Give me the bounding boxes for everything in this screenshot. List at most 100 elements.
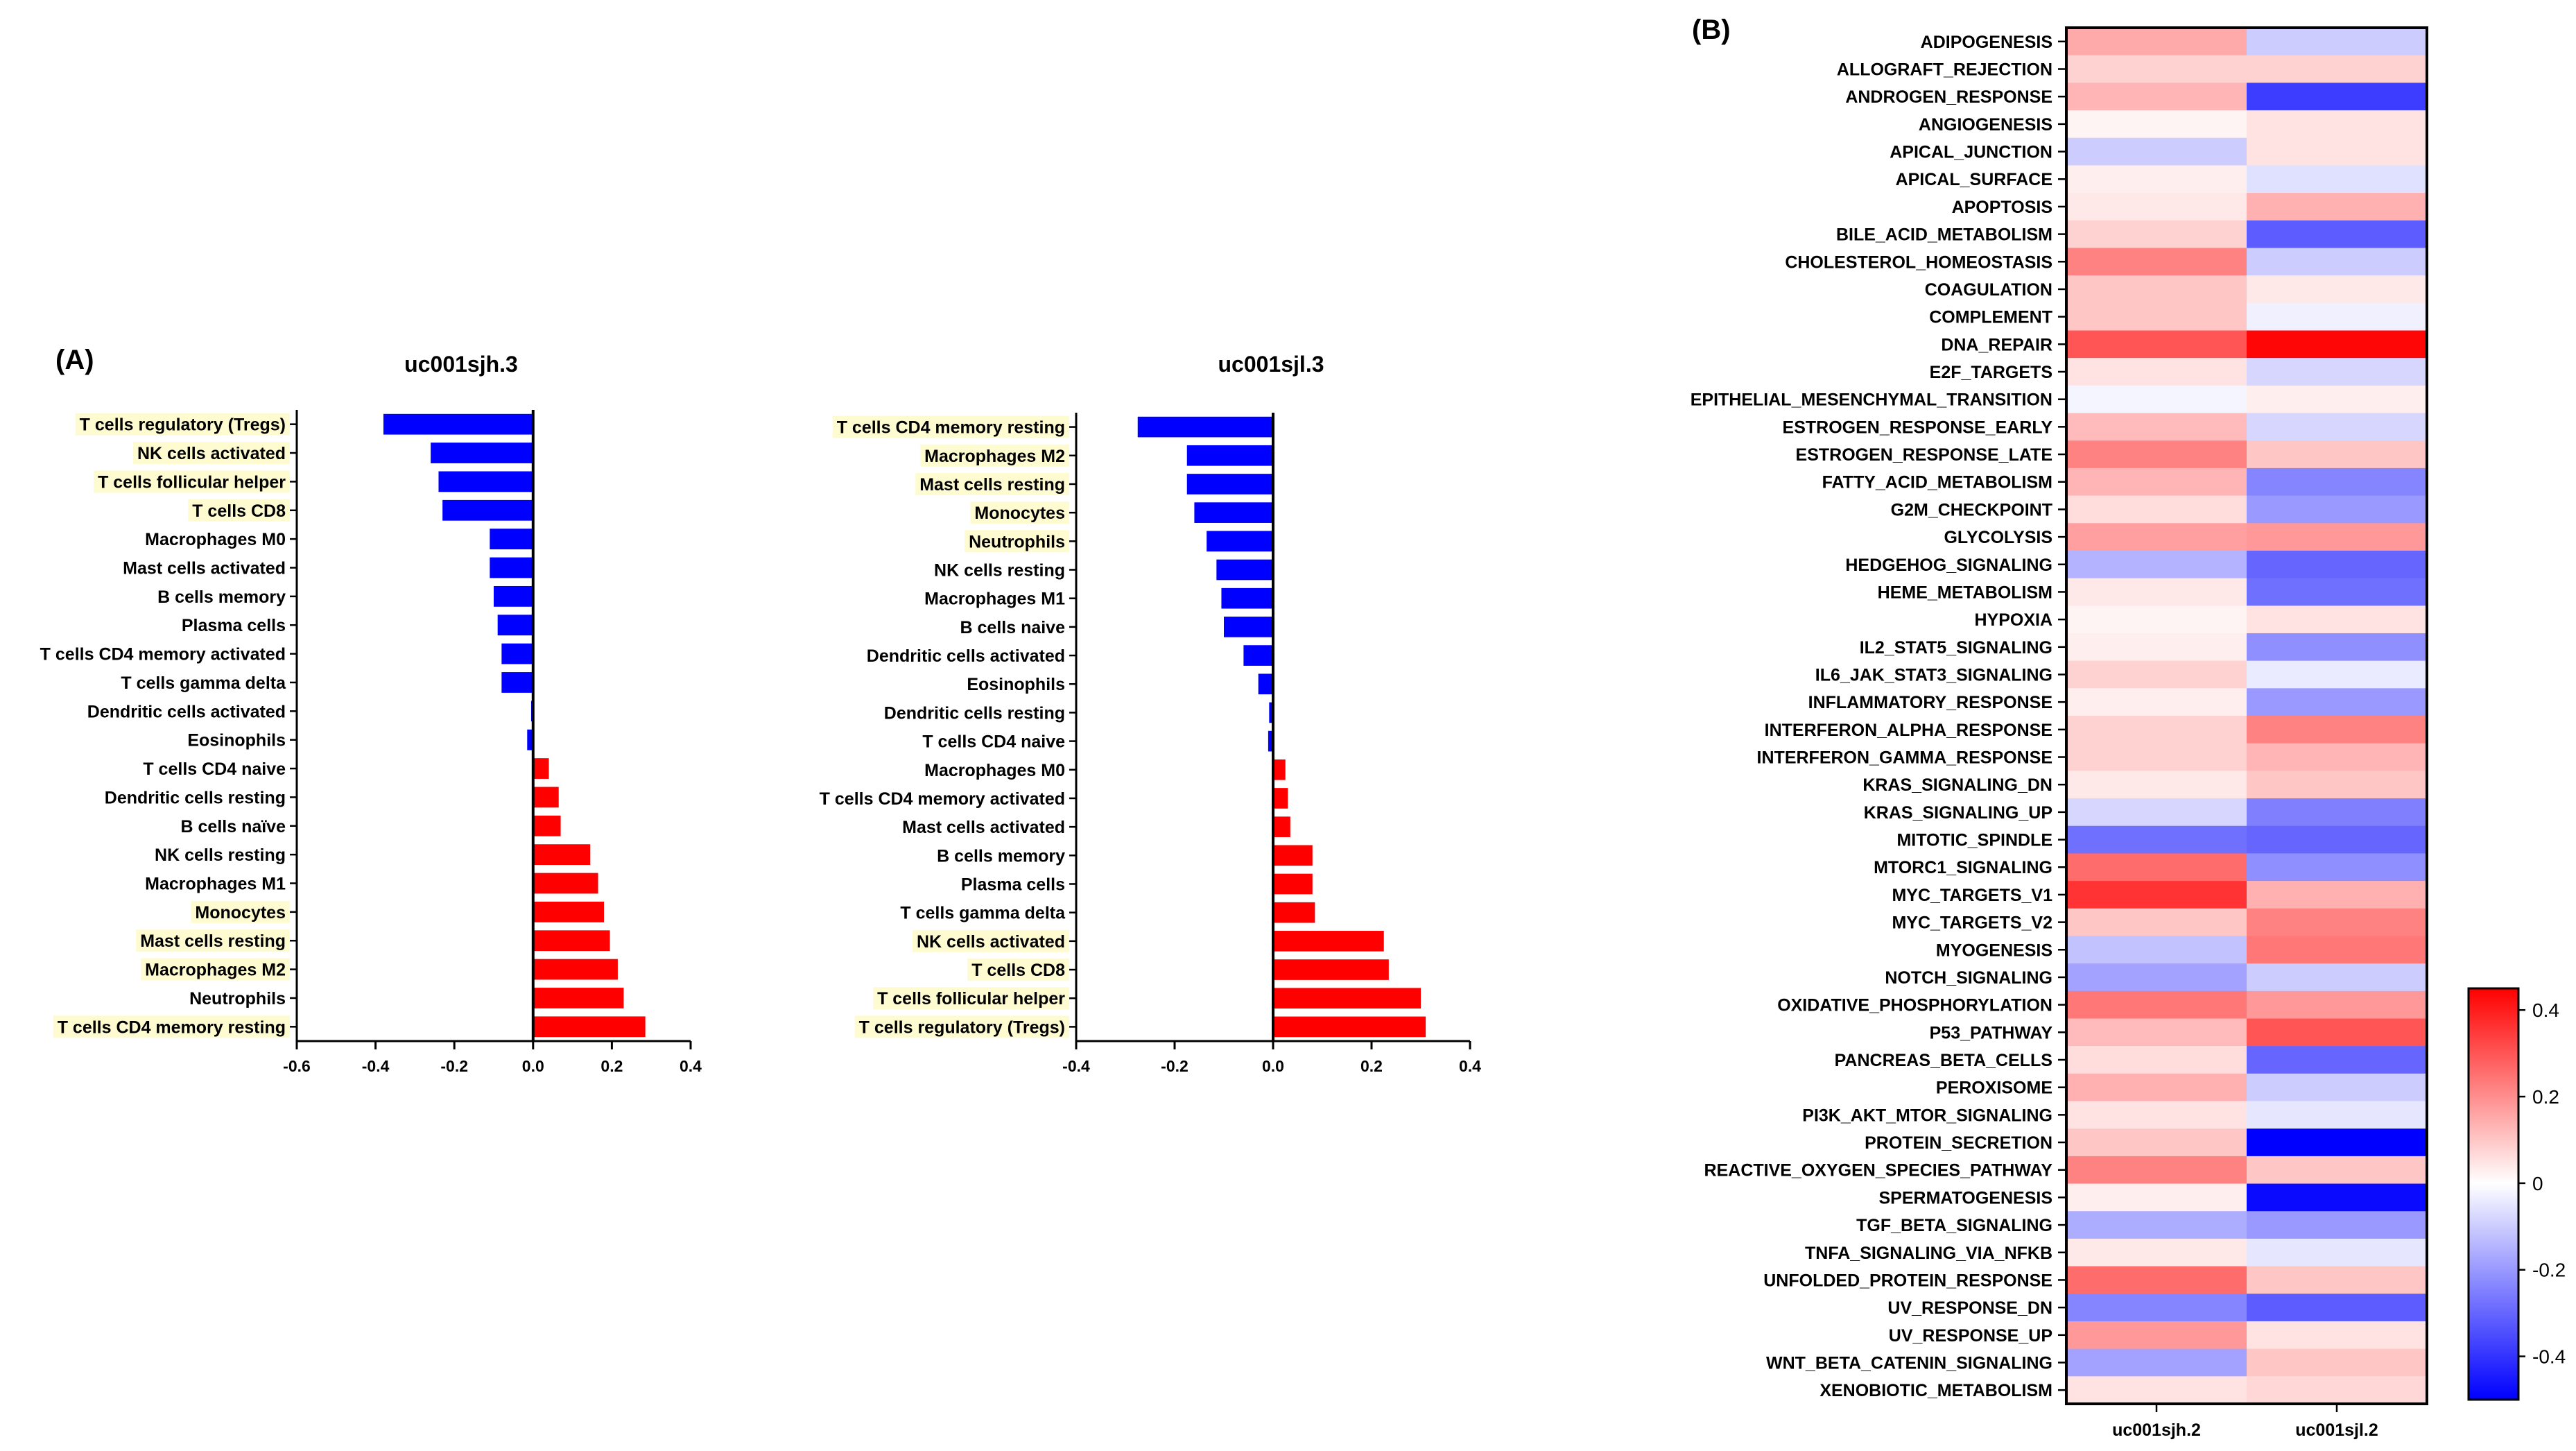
label-highlight [915, 472, 1069, 495]
label-highlight [965, 530, 1069, 553]
x-tick-label: 0.0 [522, 1057, 544, 1075]
heatmap-cell [2066, 743, 2247, 771]
x-tick-label: -0.6 [283, 1057, 311, 1075]
heatmap-cell [2066, 495, 2247, 524]
category-label: T cells gamma delta [900, 904, 1066, 923]
heatmap-row-label: KRAS_SIGNALING_DN [1862, 775, 2052, 795]
bar [1273, 759, 1286, 780]
heatmap-row-label: MYOGENESIS [1936, 941, 2052, 960]
heatmap-cell [2066, 990, 2247, 1019]
bar [1186, 474, 1273, 495]
heatmap-cell [2247, 1348, 2428, 1377]
heatmap-cell [2247, 248, 2428, 276]
heatmap-cell [2247, 963, 2428, 992]
category-label: T cells CD4 naive [922, 732, 1065, 752]
category-label: Macrophages M1 [924, 590, 1065, 609]
heatmap-cell [2066, 1128, 2247, 1157]
heatmap-cell [2066, 798, 2247, 827]
colorbar-gradient [2467, 987, 2520, 1401]
heatmap-row-label: MITOTIC_SPINDLE [1896, 831, 2052, 850]
bar [1194, 502, 1273, 523]
x-tick-label: 0.0 [1262, 1057, 1284, 1075]
heatmap-row-label: INFLAMMATORY_RESPONSE [1808, 693, 2052, 712]
category-label: T cells regulatory (Tregs) [80, 415, 286, 435]
bar [1273, 788, 1288, 809]
heatmap-colorbar: 0.4 0.2 0 -0.2 -0.4 [2467, 987, 2566, 1401]
heatmap-row-label: P53_PATHWAY [1930, 1023, 2053, 1042]
label-highlight [133, 442, 290, 465]
heatmap-row-label: PEROXISOME [1936, 1079, 2052, 1098]
bar [533, 873, 598, 894]
heatmap-cell [2247, 137, 2428, 166]
bar [1273, 959, 1389, 980]
colorbar-tick-label: 0 [2532, 1173, 2543, 1194]
heatmap-cell [2066, 1073, 2247, 1102]
bar-chart-uc001sjl: uc001sjl.3 -0.4 -0.2 0.0 0.2 0.4 T cells CD4 … [820, 352, 1482, 1075]
category-label: NK cells resting [155, 845, 286, 865]
heatmap-cell [2247, 1321, 2428, 1350]
heatmap-cell [2247, 413, 2428, 441]
heatmap-cell [2066, 1101, 2247, 1129]
bar [533, 901, 605, 922]
heatmap-cell [2247, 990, 2428, 1019]
heatmap-row-label: FATTY_ACID_METABOLISM [1822, 473, 2052, 492]
heatmap-cell [2247, 798, 2428, 827]
heatmap-cell [2247, 743, 2428, 771]
bar [501, 643, 533, 664]
heatmap-row-label: REACTIVE_OXYGEN_SPECIES_PATHWAY [1704, 1161, 2053, 1180]
heatmap-cell [2066, 1321, 2247, 1350]
bar [1268, 730, 1273, 752]
heatmap-row-label: COAGULATION [1925, 280, 2052, 300]
heatmap-cell [2066, 275, 2247, 304]
category-label: T cells follicular helper [877, 989, 1065, 1008]
bar [533, 758, 549, 779]
category-label: Macrophages M2 [145, 961, 286, 980]
heatmap-cell [2247, 1211, 2428, 1239]
heatmap-row-label: ANDROGEN_RESPONSE [1845, 87, 2052, 107]
chart1-title: uc001sjh.3 [404, 352, 518, 377]
heatmap-row-label: BILE_ACID_METABOLISM [1836, 225, 2052, 245]
heatmap-row-label: TGF_BETA_SIGNALING [1856, 1216, 2052, 1235]
category-label: Eosinophils [187, 731, 286, 750]
category-label: T cells CD4 memory activated [40, 645, 286, 664]
heatmap-cell [2247, 110, 2428, 139]
heatmap-cell [2247, 1073, 2428, 1102]
heatmap-cell [2066, 1046, 2247, 1074]
panel-b-label: (B) [1692, 15, 1731, 45]
bar [1186, 445, 1273, 466]
heatmap-cell [2247, 1238, 2428, 1267]
heatmap-row-label: ESTROGEN_RESPONSE_EARLY [1783, 418, 2053, 437]
heatmap-cell [2066, 633, 2247, 662]
heatmap-row-label: INTERFERON_ALPHA_RESPONSE [1765, 721, 2052, 740]
heatmap-row-label: PI3K_AKT_MTOR_SIGNALING [1802, 1106, 2052, 1125]
bar [1273, 816, 1290, 837]
bar [383, 413, 533, 435]
heatmap-cell [2247, 908, 2428, 936]
heatmap-cell [2066, 908, 2247, 936]
heatmap-row-label: UV_RESPONSE_DN [1887, 1298, 2052, 1318]
x-tick-label: -0.2 [1161, 1057, 1188, 1075]
bar [442, 499, 533, 521]
category-label: Macrophages M1 [145, 875, 286, 894]
heatmap-cell [2247, 495, 2428, 524]
heatmap-row-label: CHOLESTEROL_HOMEOSTASIS [1785, 252, 2052, 272]
heatmap-cell [2066, 28, 2247, 56]
bar [533, 787, 559, 808]
category-label: Plasma cells [182, 616, 286, 635]
heatmap-row-label: SPERMATOGENESIS [1878, 1188, 2052, 1208]
category-label: Macrophages M0 [924, 761, 1065, 780]
label-highlight [967, 959, 1069, 981]
heatmap-cell [2247, 385, 2428, 414]
heatmap-row-label: GLYCOLYSIS [1944, 528, 2052, 547]
heatmap-cell [2066, 358, 2247, 386]
heatmap-row-label: DNA_REPAIR [1941, 335, 2052, 354]
bar-chart-uc001sjh: uc001sjh.3 -0.6 -0.4 -0.2 0.0 0.2 0.4 T cells … [40, 352, 702, 1075]
heatmap-cell [2066, 716, 2247, 744]
category-label: NK cells activated [917, 932, 1065, 952]
bar [1224, 617, 1273, 637]
panel-a-label: (A) [55, 345, 94, 375]
bar [1269, 702, 1273, 723]
heatmap-col-label: uc001sjl.2 [2295, 1420, 2378, 1440]
category-label: Dendritic cells resting [105, 788, 286, 807]
